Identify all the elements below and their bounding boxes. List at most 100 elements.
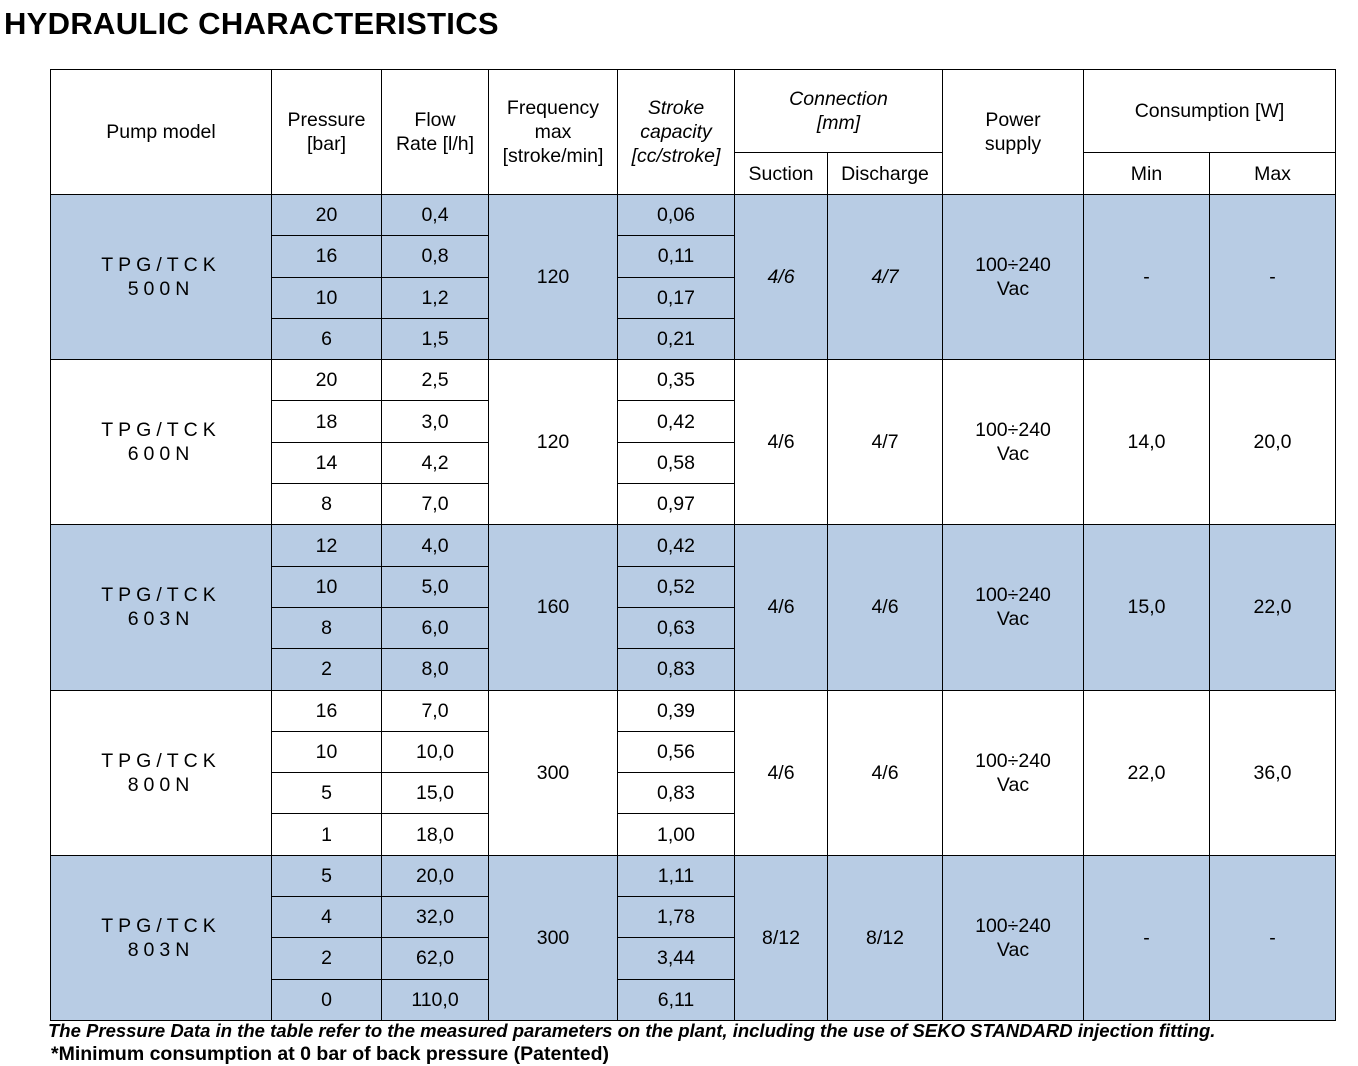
table-row: 2 62,0 3,44: [51, 937, 1336, 980]
table-row: 16 0,8 0,11: [51, 235, 1336, 278]
pump-model-number: 500N: [127, 278, 195, 301]
pressure-cell: 14: [271, 441, 382, 485]
suction-cell: 4/6: [734, 524, 828, 691]
table-row: TPG/TCK 600N 20 2,5 120 0,35 4/6 4/7 100÷240 Vac 1…: [50, 359, 1336, 526]
flow-rate-cell: 5,0: [381, 565, 489, 608]
frequency-cell: 300: [488, 689, 618, 856]
table-row: 5 15,0 0,83: [51, 772, 1336, 815]
pump-model: TPG/TCK 800N: [50, 689, 272, 856]
table-row: TPG/TCK 800N 16 7,0 300 0,39 4/6 4/6 100÷240 Vac 2…: [50, 689, 1336, 856]
pump-model-number: 603N: [127, 608, 195, 631]
pressure-cell: 5: [271, 854, 382, 898]
table-row: 4 32,0 1,78: [51, 896, 1336, 939]
pump-group: TPG/TCK 500N 20 0,4 120 0,06 4/6 4/7 100÷240 Vac -…: [50, 193, 1336, 361]
flow-rate-cell: 7,0: [381, 689, 489, 732]
header-suction: Suction: [734, 152, 828, 195]
pump-model-series: TPG/TCK: [101, 914, 221, 937]
pressure-cell: 4: [271, 896, 382, 939]
pressure-cell: 6: [271, 317, 382, 361]
pressure-cell: 2: [271, 648, 382, 691]
frequency-cell: 300: [488, 854, 618, 1021]
pump-model-series: TPG/TCK: [101, 254, 221, 277]
flow-rate-cell: 1,2: [381, 276, 489, 319]
stroke-capacity-cell: 0,63: [617, 606, 735, 650]
stroke-capacity-cell: 1,11: [617, 854, 735, 898]
power-unit: Vac: [996, 443, 1030, 466]
pump-model-series: TPG/TCK: [101, 749, 221, 772]
power-unit: Vac: [996, 773, 1030, 796]
pump-model-number: 803N: [127, 938, 195, 961]
consumption-min-cell: 22,0: [1083, 689, 1210, 856]
flow-rate-cell: 15,0: [381, 772, 489, 815]
pressure-cell: 10: [271, 730, 382, 774]
flow-rate-cell: 32,0: [381, 896, 489, 939]
discharge-cell: 4/6: [827, 689, 943, 856]
flow-rate-cell: 0,4: [381, 193, 489, 237]
stroke-capacity-cell: 3,44: [617, 937, 735, 980]
flow-rate-cell: 20,0: [381, 854, 489, 898]
pressure-cell: 16: [271, 235, 382, 278]
pump-group: TPG/TCK 800N 16 7,0 300 0,39 4/6 4/6 100÷240 Vac 2…: [50, 689, 1336, 856]
flow-rate-cell: 110,0: [381, 978, 489, 1021]
page-title: HYDRAULIC CHARACTERISTICS: [4, 6, 499, 41]
pump-group: TPG/TCK 600N 20 2,5 120 0,35 4/6 4/7 100÷240 Vac 1…: [50, 359, 1336, 526]
pump-model-number: 800N: [127, 773, 195, 796]
header-consumption: Consumption [W]: [1083, 69, 1336, 153]
consumption-max-cell: -: [1209, 193, 1336, 361]
table-row: 0 110,0 6,11: [51, 978, 1336, 1021]
power-voltage: 100÷240: [975, 584, 1051, 607]
discharge-cell: 4/7: [827, 193, 943, 361]
frequency-cell: 120: [488, 359, 618, 526]
header-stroke-capacity: Stroke capacity [cc/stroke]: [617, 69, 735, 195]
suction-cell: 8/12: [734, 854, 828, 1021]
pump-model: TPG/TCK 603N: [50, 524, 272, 691]
pressure-cell: 10: [271, 276, 382, 319]
stroke-capacity-cell: 0,83: [617, 772, 735, 815]
stroke-capacity-cell: 0,42: [617, 524, 735, 567]
header-connection: Connection [mm]: [734, 69, 943, 153]
consumption-min-cell: -: [1083, 193, 1210, 361]
flow-rate-cell: 2,5: [381, 359, 489, 402]
header-flow-rate: Flow Rate [l/h]: [381, 69, 489, 195]
flow-rate-cell: 18,0: [381, 813, 489, 856]
consumption-min-cell: 14,0: [1083, 359, 1210, 526]
stroke-capacity-cell: 0,97: [617, 483, 735, 526]
flow-rate-cell: 0,8: [381, 235, 489, 278]
table-row: 2 8,0 0,83: [51, 648, 1336, 691]
discharge-cell: 8/12: [827, 854, 943, 1021]
suction-cell: 4/6: [734, 193, 828, 361]
consumption-min-cell: 15,0: [1083, 524, 1210, 691]
flow-rate-cell: 10,0: [381, 730, 489, 774]
pressure-cell: 10: [271, 565, 382, 608]
frequency-cell: 120: [488, 193, 618, 361]
stroke-capacity-cell: 0,39: [617, 689, 735, 732]
stroke-capacity-cell: 0,42: [617, 400, 735, 443]
pump-model-series: TPG/TCK: [101, 584, 221, 607]
power-unit: Vac: [996, 278, 1030, 301]
power-voltage: 100÷240: [975, 419, 1051, 442]
pump-group: TPG/TCK 603N 12 4,0 160 0,42 4/6 4/6 100÷240 Vac 1…: [50, 524, 1336, 691]
power-supply-cell: 100÷240 Vac: [942, 854, 1084, 1021]
stroke-capacity-cell: 1,00: [617, 813, 735, 856]
pressure-data-note: The Pressure Data in the table refer to …: [48, 1020, 1216, 1041]
header-discharge: Discharge: [827, 152, 943, 195]
table-row: 8 7,0 0,97: [51, 483, 1336, 526]
pressure-cell: 8: [271, 483, 382, 526]
stroke-capacity-cell: 0,52: [617, 565, 735, 608]
flow-rate-cell: 8,0: [381, 648, 489, 691]
pressure-cell: 20: [271, 193, 382, 237]
power-unit: Vac: [996, 608, 1030, 631]
power-unit: Vac: [996, 938, 1030, 961]
consumption-max-cell: 36,0: [1209, 689, 1336, 856]
suction-cell: 4/6: [734, 689, 828, 856]
stroke-capacity-cell: 6,11: [617, 978, 735, 1021]
flow-rate-cell: 4,0: [381, 524, 489, 567]
flow-rate-cell: 4,2: [381, 441, 489, 485]
consumption-max-cell: 20,0: [1209, 359, 1336, 526]
pressure-cell: 2: [271, 937, 382, 980]
power-supply-cell: 100÷240 Vac: [942, 193, 1084, 361]
table-row: 8 6,0 0,63: [51, 606, 1336, 650]
flow-rate-cell: 1,5: [381, 317, 489, 361]
discharge-cell: 4/6: [827, 524, 943, 691]
pressure-cell: 0: [271, 978, 382, 1021]
